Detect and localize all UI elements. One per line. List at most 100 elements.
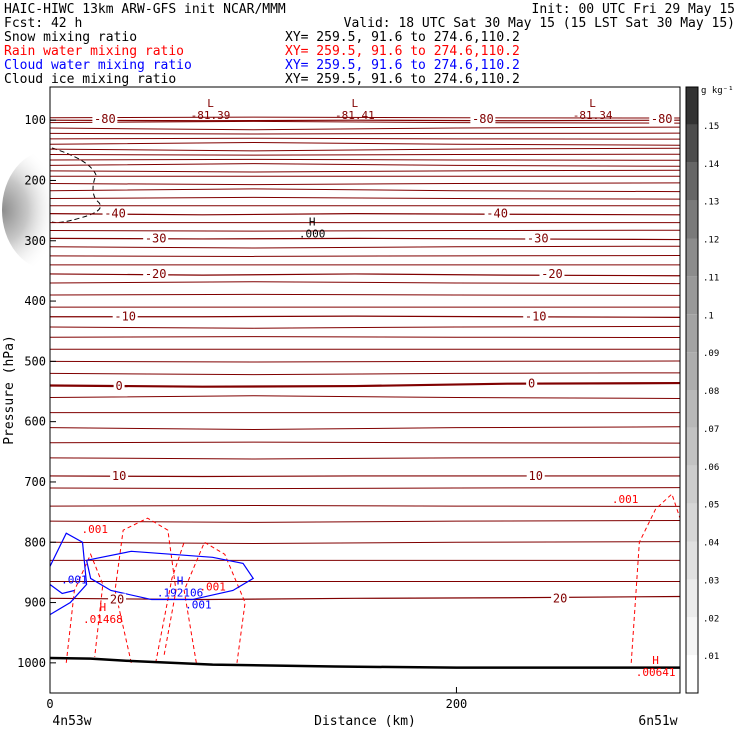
y-tick-label: 800 <box>24 535 46 549</box>
isotherm-label-bg <box>108 593 127 606</box>
colorbar-cell <box>686 579 698 618</box>
colorbar-cell <box>686 124 698 163</box>
colorbar-level-label: .1 <box>703 311 714 321</box>
isotherm-label: -10 <box>114 310 136 324</box>
extremum-value: -81.34 <box>573 109 613 122</box>
isotherm-label-bg <box>143 267 169 280</box>
snow-contour <box>51 147 101 223</box>
temperature-contours <box>49 116 681 601</box>
isotherm-label: 0 <box>115 379 122 393</box>
x-tick-label: 200 <box>446 697 468 711</box>
y-tick-label: 500 <box>24 354 46 368</box>
extremum-symbol: H <box>100 601 107 614</box>
isotherm-label: -40 <box>104 207 126 221</box>
isotherm-label: 0 <box>528 377 535 391</box>
extremum-symbol: L <box>207 97 214 110</box>
header-right-line: Init: 00 UTC Fri 29 May 15 <box>532 2 736 17</box>
isotherm <box>50 315 681 318</box>
extremum-symbol: H <box>652 654 659 667</box>
header-right-line: XY= 259.5, 91.6 to 274.6,110.2 <box>285 58 520 73</box>
colorbar-level-label: .15 <box>703 122 719 132</box>
header-right-line: Valid: 18 UTC Sat 30 May 15 (15 LST Sat … <box>344 16 735 31</box>
extremum-symbol: L <box>589 97 596 110</box>
rain-contour <box>65 553 104 663</box>
colorbar-level-label: .06 <box>703 463 719 473</box>
extremum-value: -81.39 <box>191 109 231 122</box>
colorbar-level-label: .14 <box>703 160 719 170</box>
header-right-line: XY= 259.5, 91.6 to 274.6,110.2 <box>285 30 520 45</box>
x-end-label-right: 6n51w <box>638 714 677 729</box>
colorbar-unit: g kg⁻¹ <box>701 86 734 96</box>
extremum-value: -81.41 <box>335 109 375 122</box>
isotherm <box>49 245 681 249</box>
cloud-water-contour <box>85 550 255 601</box>
isotherm <box>49 456 681 460</box>
header-left-line: Snow mixing ratio <box>4 30 137 45</box>
isotherm-label: -10 <box>525 310 547 324</box>
colorbar-cell <box>686 162 698 201</box>
colorbar-cell <box>686 541 698 580</box>
isotherm <box>49 213 681 216</box>
isotherm <box>49 381 681 388</box>
isotherm <box>49 541 681 544</box>
isotherm <box>49 520 681 523</box>
colorbar-cell <box>686 87 698 125</box>
y-tick-label: 200 <box>24 173 46 187</box>
header-left-line: Fcst: 42 h <box>4 16 82 31</box>
isotherm <box>49 163 681 167</box>
extremum-value: .000 <box>299 228 326 241</box>
isotherm <box>49 132 681 135</box>
colorbar-level-label: .03 <box>703 576 719 586</box>
cloud-water-contour <box>49 583 75 595</box>
moisture-contours <box>49 493 681 663</box>
colorbar-level-label: .04 <box>703 539 719 549</box>
isotherm <box>49 196 681 200</box>
colorbar-level-label: .13 <box>703 198 719 208</box>
colorbar-level-label: .09 <box>703 349 719 359</box>
plot-area: -80 -80 -80 -40 -40 -30 -30 -20 -20 -10 -10 0 0 10 10 2… <box>2 86 681 694</box>
isotherm-label-bg <box>484 207 510 220</box>
isotherm <box>49 325 681 329</box>
isotherm <box>49 141 681 146</box>
y-tick-label: 600 <box>24 415 46 429</box>
chart-header: HAIC-HIWC 13km ARW-GFS init NCAR/MMMFcst… <box>4 2 735 87</box>
isotherm-label-bg <box>113 380 125 393</box>
x-end-label-left: 4n53w <box>52 714 91 729</box>
isotherm <box>49 116 681 119</box>
isotherm <box>49 182 681 186</box>
y-tick-label: 300 <box>24 234 46 248</box>
colorbar-cell <box>686 352 698 390</box>
isotherm <box>49 360 681 363</box>
x-tick-label: 0 <box>46 697 53 711</box>
isotherm-label: -80 <box>651 112 673 126</box>
isotherm <box>49 126 681 131</box>
surface-line <box>49 656 680 669</box>
terrain-line <box>49 656 680 669</box>
isotherm-label-bg <box>470 112 496 125</box>
isotherm <box>49 188 681 193</box>
colorbar-cell <box>686 655 698 693</box>
isotherm-label-bg <box>143 232 169 245</box>
colorbar-cell <box>686 503 698 542</box>
isotherm <box>49 372 681 376</box>
y-tick-label: 700 <box>24 475 46 489</box>
isotherm <box>49 395 681 399</box>
plot-frame-fill <box>50 87 680 693</box>
isotherm-label-bg <box>102 207 128 220</box>
extremum-value: .00641 <box>636 666 676 679</box>
colorbar-cell <box>686 390 698 428</box>
rain-contour <box>183 541 246 663</box>
rain-contour <box>155 542 185 663</box>
moisture-label: .001 <box>81 523 108 536</box>
isotherm <box>49 293 681 296</box>
isotherm-label: -80 <box>94 112 116 126</box>
y-tick-label: 900 <box>24 596 46 610</box>
isotherm-label: -30 <box>527 231 549 245</box>
isotherm <box>49 336 681 339</box>
extremum-value: .192106 <box>157 586 203 599</box>
extremum-symbol: H <box>177 574 184 587</box>
y-axis-label: Pressure (hPa) <box>2 335 17 445</box>
isotherm-label-bg <box>526 469 545 482</box>
